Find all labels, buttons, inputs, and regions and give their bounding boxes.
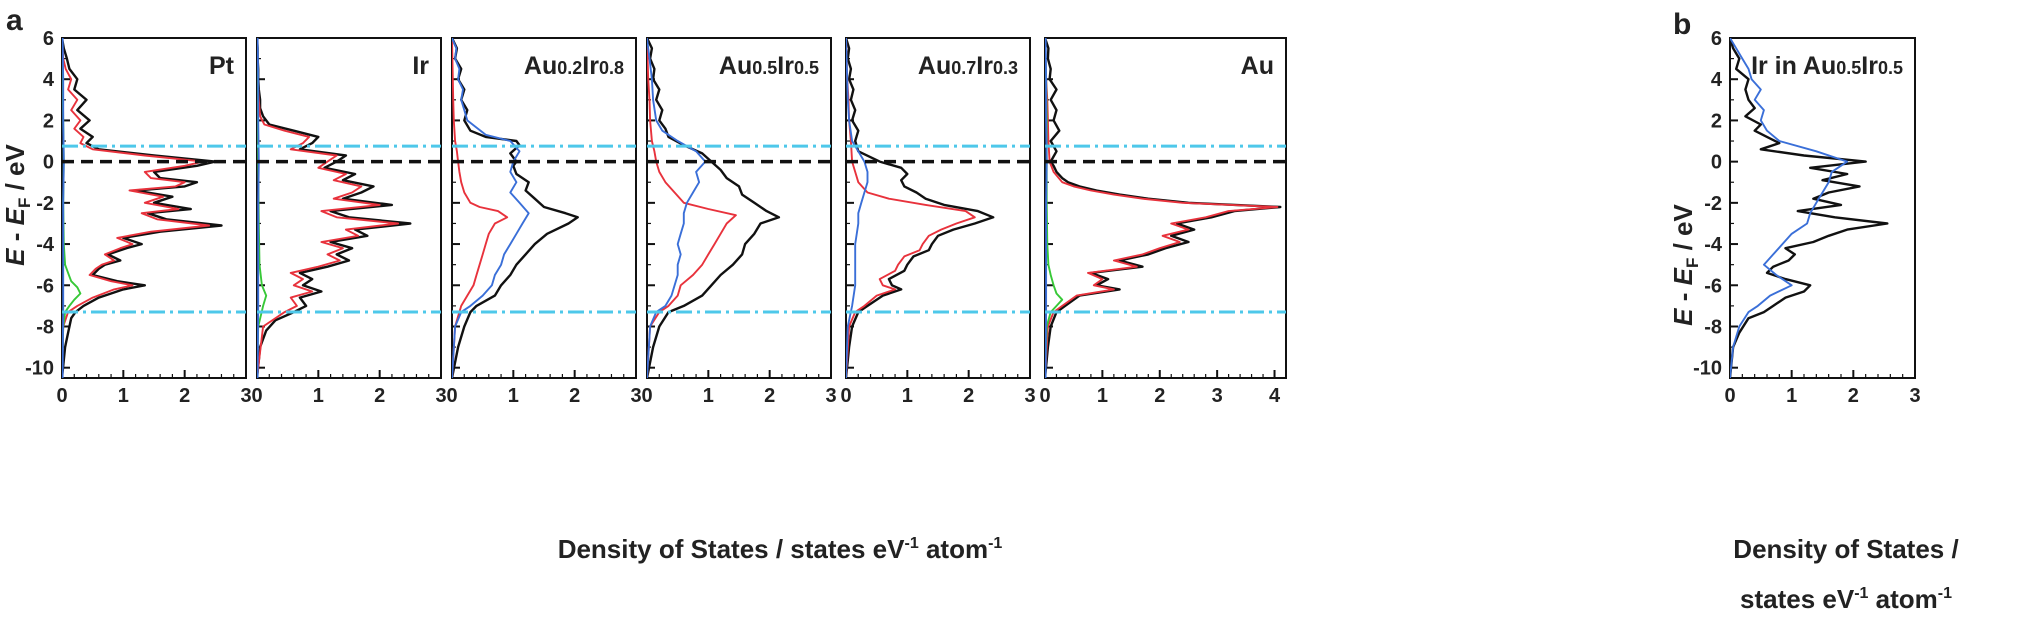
series-line-total (1730, 38, 1889, 378)
chart-panel-6: 0 1 2 3 -10 -8 -6 -4 -2 0 2 4 6 Ir in Au0.5Ir0.5 (1693, 28, 1920, 407)
x-tick-label: 0 (1039, 385, 1050, 407)
y-tick-label: 4 (1711, 69, 1723, 91)
series-line-blue (1730, 38, 1849, 378)
x-tick-label: 0 (56, 385, 67, 407)
plot-frame (61, 37, 247, 379)
x-tick-label: 1 (313, 385, 324, 407)
x-tick-label: 0 (840, 385, 851, 407)
series-line-total (647, 38, 781, 378)
series-line-red (1045, 38, 1279, 378)
panel-title: Pt (209, 52, 235, 80)
y-tick-label: -8 (36, 316, 54, 338)
series-line-total (1045, 38, 1282, 378)
y-tick-label: -2 (36, 193, 54, 215)
x-tick-label: 2 (374, 385, 385, 407)
series-line-total (257, 38, 412, 378)
panel-title: Au0.7Ir0.3 (918, 52, 1018, 80)
series-line-red (452, 38, 509, 378)
x-tick-label: 3 (630, 385, 641, 407)
panel-a-letter: a (6, 4, 23, 37)
x-tick-label: 0 (446, 385, 457, 407)
x-tick-label: 0 (1724, 385, 1735, 407)
series-line-total (846, 38, 995, 378)
x-tick-label: 3 (1212, 385, 1223, 407)
y-tick-label: -4 (36, 234, 55, 256)
y-tick-label: -10 (25, 358, 54, 380)
series-line-blue (1045, 38, 1048, 378)
series-line-blue (257, 38, 260, 378)
y-tick-label: 0 (1711, 152, 1722, 174)
series-line-red (257, 38, 400, 378)
y-axis-label-b: E - EF / eV (1668, 204, 1702, 326)
chart-panel-2: 0 1 2 3 Au0.2Ir0.8 (446, 37, 642, 407)
y-tick-label: 2 (1711, 110, 1722, 132)
series-line-red (846, 38, 976, 378)
panel-title: Ir in Au0.5Ir0.5 (1751, 52, 1903, 80)
y-tick-label: -6 (1704, 275, 1722, 297)
y-tick-label: -4 (1704, 234, 1723, 256)
series-line-red (647, 38, 737, 378)
x-tick-label: 3 (435, 385, 446, 407)
y-axis-label-a: E - EF / eV (0, 144, 34, 266)
panel-title: Au (1241, 52, 1274, 80)
series-line-blue (62, 38, 65, 378)
series-line-total (62, 38, 223, 378)
chart-panel-0: 0 1 2 3 -10 -8 -6 -4 -2 0 2 4 6 Pt (25, 28, 251, 407)
series-line-red (62, 38, 211, 378)
plot-frame (1044, 37, 1287, 379)
y-tick-label: -8 (1704, 316, 1722, 338)
panel-title: Ir (412, 52, 429, 80)
chart-panel-1: 0 1 2 3 Ir (251, 37, 447, 407)
chart-panel-5: 0 1 2 3 4 Au (1039, 37, 1287, 407)
series-line-blue (647, 38, 707, 378)
panel-title: Au0.2Ir0.8 (524, 52, 624, 80)
y-tick-label: 6 (1711, 28, 1722, 50)
y-tick-label: 6 (43, 28, 54, 50)
x-axis-label-b-line2: states eV-1 atom-1 (1740, 584, 1952, 614)
x-tick-label: 3 (825, 385, 836, 407)
panel-title: Au0.5Ir0.5 (719, 52, 819, 80)
plot-frame (845, 37, 1031, 379)
x-tick-label: 1 (1786, 385, 1797, 407)
series-line-blue (846, 38, 869, 378)
x-axis-label-b-line1: Density of States / (1733, 534, 1958, 564)
plot-frame (256, 37, 442, 379)
x-tick-label: 2 (179, 385, 190, 407)
x-tick-label: 1 (703, 385, 714, 407)
x-tick-label: 2 (569, 385, 580, 407)
x-tick-label: 3 (1909, 385, 1920, 407)
x-tick-label: 1 (1097, 385, 1108, 407)
y-tick-label: -6 (36, 275, 54, 297)
x-tick-label: 2 (1848, 385, 1859, 407)
plot-frame (646, 37, 832, 379)
panel-b-letter: b (1673, 8, 1691, 41)
x-tick-label: 1 (118, 385, 129, 407)
y-tick-label: -2 (1704, 193, 1722, 215)
x-tick-label: 1 (902, 385, 913, 407)
x-tick-label: 3 (1024, 385, 1035, 407)
y-tick-label: 4 (43, 69, 55, 91)
x-tick-label: 0 (251, 385, 262, 407)
plot-frame (451, 37, 637, 379)
chart-panel-3: 0 1 2 3 Au0.5Ir0.5 (641, 37, 837, 407)
chart-panel-4: 0 1 2 3 Au0.7Ir0.3 (840, 37, 1036, 407)
x-tick-label: 2 (764, 385, 775, 407)
series-line-blue (452, 38, 530, 378)
x-tick-label: 2 (1154, 385, 1165, 407)
x-tick-label: 3 (240, 385, 251, 407)
series-line-total (452, 38, 579, 378)
plot-frame (1729, 37, 1916, 379)
x-tick-label: 4 (1269, 385, 1281, 407)
x-tick-label: 0 (641, 385, 652, 407)
y-tick-label: 0 (43, 152, 54, 174)
x-tick-label: 1 (508, 385, 519, 407)
y-tick-label: -10 (1693, 358, 1722, 380)
y-tick-label: 2 (43, 110, 54, 132)
x-axis-label-a: Density of States / states eV-1 atom-1 (558, 534, 1003, 564)
x-tick-label: 2 (963, 385, 974, 407)
